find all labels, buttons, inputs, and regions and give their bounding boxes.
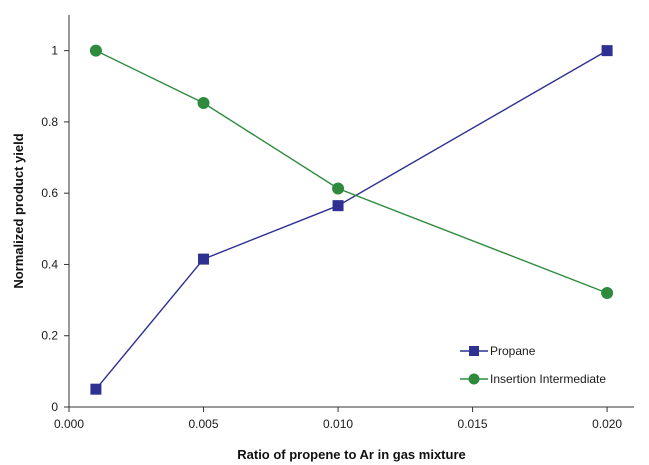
data-point-insertion-intermediate (197, 97, 210, 110)
x-tick-label: 0.020 (592, 417, 622, 431)
series-line-propane (95, 49, 608, 390)
data-point-propane (601, 45, 613, 57)
x-tick-label: 0.010 (323, 417, 353, 431)
legend-item-propane: Propane (460, 344, 536, 358)
legend-label-propane: Propane (490, 344, 536, 358)
x-axis-title: Ratio of propene to Ar in gas mixture (237, 447, 465, 462)
y-tick-label: 1 (51, 44, 58, 58)
x-tick-label: 0.000 (54, 417, 84, 431)
y-axis-title: Normalized product yield (11, 133, 26, 288)
x-tick-label: 0.015 (458, 417, 488, 431)
data-point-insertion-intermediate (332, 182, 345, 195)
data-point-propane (90, 383, 102, 395)
legend-label-insertion-intermediate: Insertion Intermediate (490, 372, 606, 386)
legend-item-insertion-intermediate: Insertion Intermediate (460, 372, 606, 386)
y-tick-label: 0.4 (41, 257, 58, 271)
data-point-insertion-intermediate (89, 44, 102, 57)
tick-marks: 0 0.2 0.4 0.6 0.8 1 0.000 0.005 0.010 0.015 0.020 (41, 44, 622, 431)
y-tick-label: 0.2 (41, 329, 58, 343)
series-lines (95, 49, 608, 390)
data-point-propane (332, 200, 344, 212)
y-tick-label: 0 (51, 400, 58, 414)
y-tick-label: 0.6 (41, 186, 58, 200)
legend-marker-propane (469, 346, 479, 356)
data-point-propane (198, 253, 210, 265)
series-markers (89, 44, 614, 395)
series-line-insertion-intermediate (95, 49, 608, 294)
data-point-insertion-intermediate (601, 286, 614, 299)
legend-marker-insertion-intermediate (468, 373, 480, 385)
legend: Propane Insertion Intermediate (460, 344, 606, 386)
axes (68, 15, 634, 408)
y-tick-label: 0.8 (41, 115, 58, 129)
x-tick-label: 0.005 (189, 417, 219, 431)
